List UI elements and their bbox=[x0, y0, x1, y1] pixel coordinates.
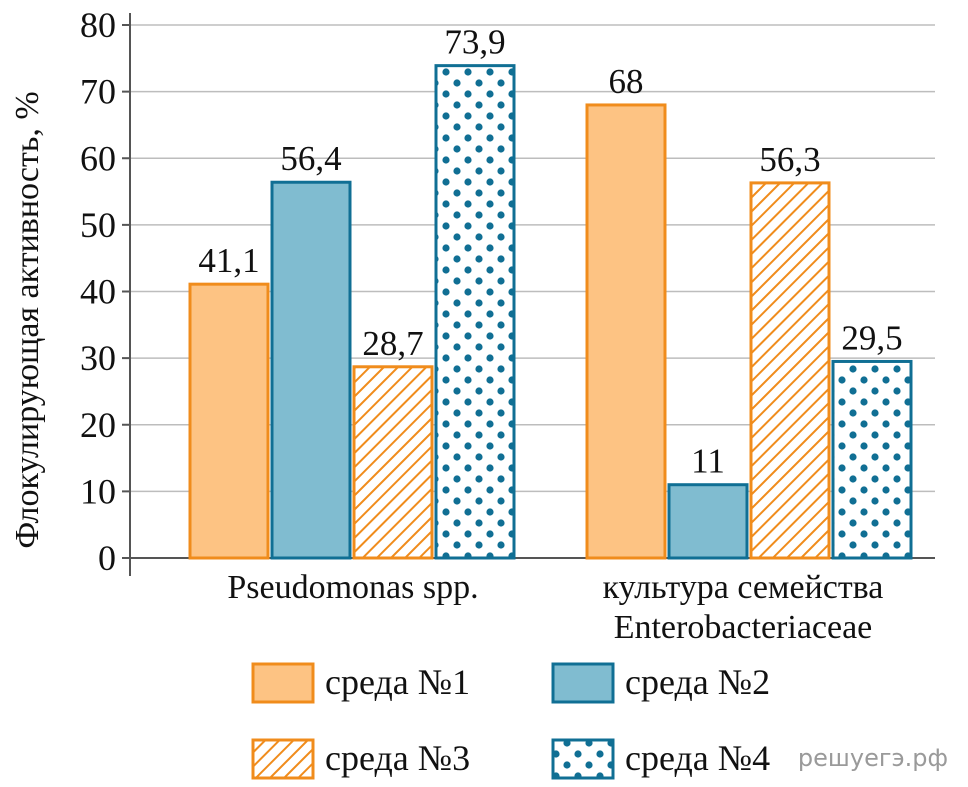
legend-label: среда №1 bbox=[325, 662, 470, 702]
legend-label: среда №3 bbox=[325, 738, 470, 778]
data-label: 73,9 bbox=[444, 23, 505, 62]
data-label: 68 bbox=[609, 62, 644, 101]
bars bbox=[188, 64, 913, 560]
bar bbox=[352, 365, 434, 560]
bar bbox=[585, 103, 667, 560]
data-label: 11 bbox=[691, 442, 725, 481]
legend-label: среда №2 bbox=[625, 662, 770, 702]
legend-swatch bbox=[551, 662, 615, 704]
bar bbox=[270, 180, 352, 560]
bar bbox=[831, 359, 913, 560]
y-tick-label: 60 bbox=[80, 138, 116, 178]
bar bbox=[188, 282, 270, 560]
y-tick-label: 40 bbox=[80, 272, 116, 312]
x-tick-label: Enterobacteriaceae bbox=[614, 609, 873, 646]
y-tick-label: 20 bbox=[80, 405, 116, 445]
bar bbox=[667, 483, 749, 560]
x-tick-label: Pseudomonas spp. bbox=[227, 569, 478, 606]
y-axis-title: Флокулирующая активность, % bbox=[9, 91, 46, 548]
data-labels: 41,1 68 56,4 11 28,7 56,3 73,9 29,5 bbox=[198, 23, 902, 481]
y-tick-label: 0 bbox=[98, 538, 116, 578]
legend-swatch bbox=[251, 662, 315, 704]
x-tick-label: культура семейства bbox=[603, 569, 884, 606]
legend-label: среда №4 bbox=[625, 738, 770, 778]
y-tick-label: 80 bbox=[80, 5, 116, 45]
bar bbox=[434, 64, 516, 560]
y-tick-label: 30 bbox=[80, 338, 116, 378]
data-label: 28,7 bbox=[362, 324, 423, 363]
data-label: 56,4 bbox=[280, 139, 341, 178]
category-labels: Pseudomonas spp. культура семействаEntero… bbox=[227, 569, 883, 646]
legend-swatch bbox=[551, 738, 615, 780]
y-tick-label: 70 bbox=[80, 72, 116, 112]
watermark: решуегэ.рф bbox=[798, 744, 948, 772]
y-tick-label: 10 bbox=[80, 471, 116, 511]
legend-swatch bbox=[251, 738, 315, 780]
bar bbox=[749, 181, 831, 560]
data-label: 56,3 bbox=[759, 140, 820, 179]
data-label: 41,1 bbox=[198, 241, 259, 280]
y-tick-label: 50 bbox=[80, 205, 116, 245]
legend: среда №1 среда №2 среда №3 среда №4 bbox=[251, 662, 770, 780]
axes: 0 10 20 30 40 50 60 70 80 bbox=[80, 5, 935, 578]
data-label: 29,5 bbox=[841, 318, 902, 357]
